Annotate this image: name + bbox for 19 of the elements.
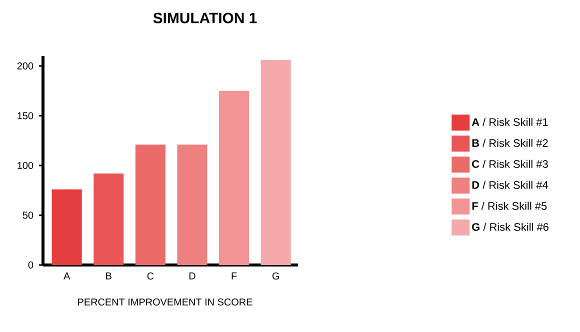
x-tick-label: B [106,272,112,280]
legend-label: F / Risk Skill #5 [472,202,547,210]
x-tick-label: C [147,272,154,280]
legend-label: C / Risk Skill #3 [472,160,548,168]
y-tick-label: 0 [28,261,34,269]
x-axis-title: PERCENT IMPROVEMENT IN SCORE [78,298,252,306]
x-tick-label: D [189,272,196,280]
chart-title: SIMULATION 1 [153,12,257,24]
x-tick-label: G [272,272,279,280]
legend-label: A / Risk Skill #1 [472,118,548,126]
x-tick-label: F [232,272,237,280]
legend-label: B / Risk Skill #2 [472,138,548,147]
y-tick-label: 100 [18,162,34,169]
legend-label: D / Risk Skill #4 [472,180,548,189]
y-tick-label: 200 [17,62,34,70]
x-tick-label: A [64,272,70,280]
y-tick-label: 50 [22,212,34,219]
y-tick-label: 150 [18,112,34,120]
legend-label: G / Risk Skill #6 [472,222,548,231]
